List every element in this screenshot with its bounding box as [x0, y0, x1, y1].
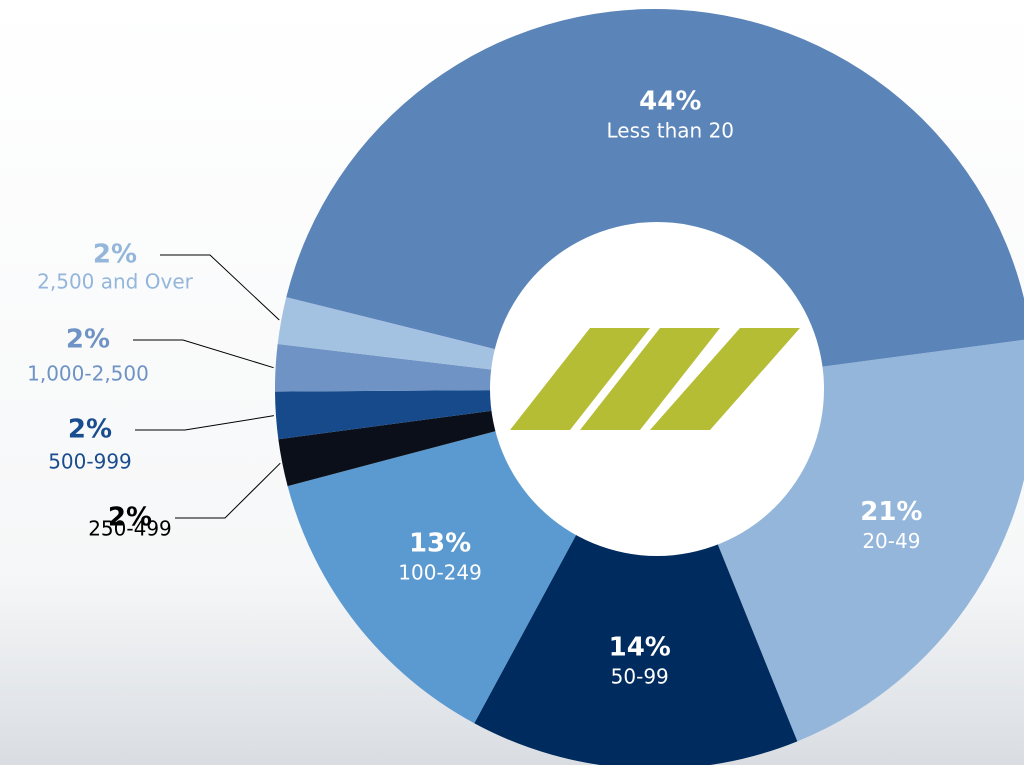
data-label: 13% [409, 529, 471, 559]
category-label: 100-249 [398, 561, 482, 585]
data-label: 2% [108, 503, 152, 533]
category-label: Less than 20 [606, 118, 734, 142]
leader-line [175, 462, 281, 519]
category-label: 1,000-2,500 [27, 362, 149, 386]
category-label: 20-49 [862, 529, 920, 553]
slice [474, 389, 798, 765]
leader-line [133, 339, 274, 369]
data-label: 2% [68, 415, 112, 445]
data-label: 2% [93, 240, 137, 270]
category-label: 250-499 [88, 517, 172, 541]
labels: 21%20-4914%50-9913%100-2492%250-4992%500… [27, 86, 922, 688]
slice [286, 9, 1024, 389]
logo [510, 328, 800, 430]
leader-line [160, 254, 280, 321]
leader-line [135, 415, 275, 431]
data-label: 14% [609, 633, 671, 663]
category-label: 2,500 and Over [37, 270, 193, 294]
data-label: 2% [66, 325, 110, 355]
category-label: 500-999 [48, 450, 132, 474]
category-label: 50-99 [611, 665, 669, 689]
data-label: 44% [639, 86, 701, 116]
data-label: 21% [860, 497, 922, 527]
